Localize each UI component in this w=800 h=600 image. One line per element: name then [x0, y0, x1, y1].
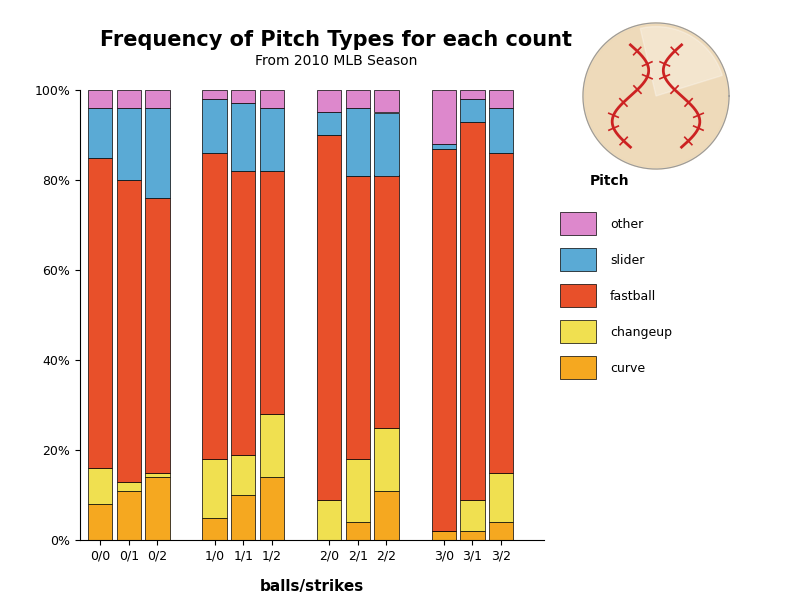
Polygon shape — [640, 26, 722, 96]
Bar — [317, 499, 342, 540]
Bar — [489, 522, 514, 540]
Text: slider: slider — [610, 254, 644, 267]
Bar — [460, 90, 485, 99]
Bar — [460, 99, 485, 121]
Bar — [117, 90, 141, 108]
Text: other: other — [610, 218, 643, 231]
Bar — [374, 427, 398, 491]
Text: fastball: fastball — [610, 290, 656, 303]
Text: balls/strikes: balls/strikes — [260, 579, 364, 594]
Bar — [260, 414, 284, 477]
Bar — [88, 504, 112, 540]
Bar — [145, 477, 170, 540]
Bar — [231, 455, 255, 495]
Bar — [374, 113, 398, 175]
Bar — [460, 531, 485, 540]
Bar — [431, 531, 456, 540]
Text: curve: curve — [610, 362, 645, 375]
Bar — [202, 153, 226, 459]
Bar — [231, 171, 255, 455]
Bar — [431, 148, 456, 531]
Bar — [374, 175, 398, 427]
Bar — [260, 477, 284, 540]
Text: Frequency of Pitch Types for each count: Frequency of Pitch Types for each count — [100, 30, 572, 50]
Bar — [260, 90, 284, 108]
Bar — [317, 135, 342, 499]
Bar — [202, 459, 226, 517]
Bar — [489, 153, 514, 473]
Bar — [460, 121, 485, 499]
Bar — [346, 90, 370, 108]
Polygon shape — [585, 25, 727, 167]
Bar — [231, 90, 255, 103]
Bar — [346, 459, 370, 522]
Bar — [317, 113, 342, 135]
Bar — [431, 90, 456, 144]
Bar — [346, 175, 370, 459]
Bar — [260, 108, 284, 171]
Bar — [260, 171, 284, 414]
FancyBboxPatch shape — [560, 248, 596, 271]
Bar — [117, 491, 141, 540]
FancyBboxPatch shape — [560, 320, 596, 343]
Bar — [88, 108, 112, 157]
Bar — [346, 108, 370, 175]
Bar — [202, 90, 226, 99]
Bar — [202, 517, 226, 540]
Bar — [374, 491, 398, 540]
Bar — [489, 90, 514, 108]
Bar — [346, 522, 370, 540]
Bar — [88, 157, 112, 468]
FancyBboxPatch shape — [560, 212, 596, 235]
Bar — [374, 90, 398, 112]
Bar — [489, 473, 514, 522]
Text: From 2010 MLB Season: From 2010 MLB Season — [255, 54, 417, 68]
Bar — [117, 180, 141, 481]
Polygon shape — [583, 23, 729, 169]
Bar — [489, 108, 514, 153]
FancyBboxPatch shape — [560, 356, 596, 379]
Bar — [317, 90, 342, 112]
Bar — [145, 198, 170, 473]
Bar — [202, 99, 226, 153]
FancyBboxPatch shape — [560, 284, 596, 307]
Bar — [431, 144, 456, 148]
Bar — [145, 108, 170, 198]
Bar — [145, 90, 170, 108]
Bar — [460, 499, 485, 531]
Bar — [88, 468, 112, 504]
Bar — [88, 90, 112, 108]
Bar — [117, 108, 141, 180]
Text: changeup: changeup — [610, 326, 672, 339]
Bar — [145, 473, 170, 477]
Bar — [231, 103, 255, 171]
Bar — [117, 481, 141, 491]
Text: Pitch: Pitch — [590, 175, 630, 188]
Bar — [231, 495, 255, 540]
